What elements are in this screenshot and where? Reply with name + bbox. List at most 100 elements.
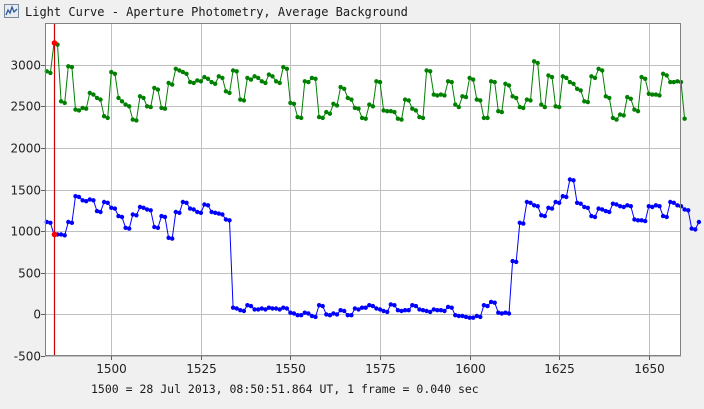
data-point bbox=[91, 198, 96, 203]
data-point bbox=[445, 79, 451, 84]
data-point bbox=[198, 210, 204, 215]
data-point bbox=[101, 114, 107, 119]
data-point bbox=[134, 118, 139, 123]
data-point bbox=[316, 114, 322, 120]
data-point bbox=[202, 202, 207, 207]
data-point bbox=[668, 79, 673, 85]
data-point bbox=[596, 206, 601, 211]
data-point bbox=[582, 99, 587, 104]
data-point bbox=[62, 233, 67, 238]
data-point bbox=[610, 115, 616, 121]
data-point bbox=[546, 73, 551, 78]
data-point bbox=[195, 209, 200, 215]
data-point bbox=[560, 74, 565, 79]
data-point bbox=[58, 99, 64, 104]
data-point bbox=[557, 104, 562, 110]
data-point bbox=[94, 95, 100, 101]
data-point bbox=[259, 79, 264, 84]
data-point bbox=[521, 105, 526, 111]
data-point bbox=[349, 313, 354, 318]
data-point bbox=[578, 88, 583, 93]
data-point bbox=[252, 307, 257, 312]
data-point bbox=[234, 306, 239, 311]
window-title: Light Curve - Aperture Photometry, Avera… bbox=[25, 5, 408, 19]
data-point bbox=[180, 69, 186, 75]
light-curve-app-icon[interactable] bbox=[4, 4, 19, 18]
data-point bbox=[471, 77, 476, 82]
data-point bbox=[345, 95, 350, 101]
data-point bbox=[686, 208, 691, 213]
data-point bbox=[456, 313, 461, 319]
data-point bbox=[639, 218, 644, 223]
data-point bbox=[607, 209, 612, 215]
data-point bbox=[170, 82, 175, 87]
data-point bbox=[557, 200, 562, 205]
data-point bbox=[603, 94, 608, 99]
data-point bbox=[539, 213, 544, 218]
data-point bbox=[270, 306, 275, 311]
frame-cursor[interactable] bbox=[51, 23, 58, 356]
data-point bbox=[263, 307, 268, 312]
data-point bbox=[564, 75, 569, 81]
x-tick-label: 1525 bbox=[186, 362, 217, 376]
x-tick-label: 1600 bbox=[455, 362, 486, 376]
data-point bbox=[582, 204, 587, 210]
data-point bbox=[417, 307, 422, 312]
data-point bbox=[116, 213, 121, 219]
data-point bbox=[481, 115, 487, 121]
data-point bbox=[406, 308, 411, 313]
data-point bbox=[549, 206, 555, 211]
data-point bbox=[657, 204, 662, 209]
x-tick-label: 1625 bbox=[544, 362, 575, 376]
data-point bbox=[621, 113, 626, 118]
data-point bbox=[295, 313, 300, 318]
x-axis: 1500 1525 1550 1575 1600 1625 1650 bbox=[96, 356, 665, 376]
data-point bbox=[438, 308, 444, 313]
data-point bbox=[589, 74, 594, 79]
data-point bbox=[374, 79, 379, 84]
data-point bbox=[510, 258, 515, 264]
data-point bbox=[256, 75, 261, 81]
y-tick-label: 2000 bbox=[10, 142, 41, 156]
data-point bbox=[141, 205, 146, 210]
data-point bbox=[281, 305, 286, 310]
data-point bbox=[574, 86, 580, 92]
data-point bbox=[223, 217, 229, 222]
data-point bbox=[119, 214, 125, 220]
data-point bbox=[112, 206, 118, 211]
data-point bbox=[302, 310, 307, 315]
data-point bbox=[388, 109, 393, 114]
data-point bbox=[177, 68, 182, 73]
data-point bbox=[571, 81, 576, 87]
data-point bbox=[148, 104, 153, 110]
data-point bbox=[632, 217, 637, 222]
data-point bbox=[478, 314, 483, 320]
data-point bbox=[155, 87, 161, 92]
data-point bbox=[625, 203, 630, 208]
data-point bbox=[399, 117, 404, 122]
data-point bbox=[617, 204, 623, 209]
x-tick-label: 1550 bbox=[275, 362, 306, 376]
data-point bbox=[381, 308, 386, 314]
data-point bbox=[445, 304, 451, 310]
data-point bbox=[173, 66, 178, 72]
light-curve-chart[interactable]: -500 0 500 1000 1500 2000 2500 3000 1500 1525 155… bbox=[0, 0, 704, 380]
data-point bbox=[248, 303, 254, 309]
data-point bbox=[209, 209, 214, 215]
data-point bbox=[184, 71, 189, 77]
data-point bbox=[80, 198, 85, 203]
data-point bbox=[453, 102, 458, 107]
data-point bbox=[331, 101, 336, 107]
data-point bbox=[230, 68, 236, 73]
data-point bbox=[410, 303, 415, 308]
data-point bbox=[309, 313, 315, 319]
data-point bbox=[263, 80, 268, 86]
data-point bbox=[223, 89, 229, 94]
data-point bbox=[531, 59, 537, 64]
data-point bbox=[614, 117, 619, 122]
data-point bbox=[342, 86, 347, 92]
data-point bbox=[671, 79, 676, 85]
data-point bbox=[485, 303, 490, 309]
data-point bbox=[94, 208, 100, 214]
data-point bbox=[420, 308, 426, 313]
